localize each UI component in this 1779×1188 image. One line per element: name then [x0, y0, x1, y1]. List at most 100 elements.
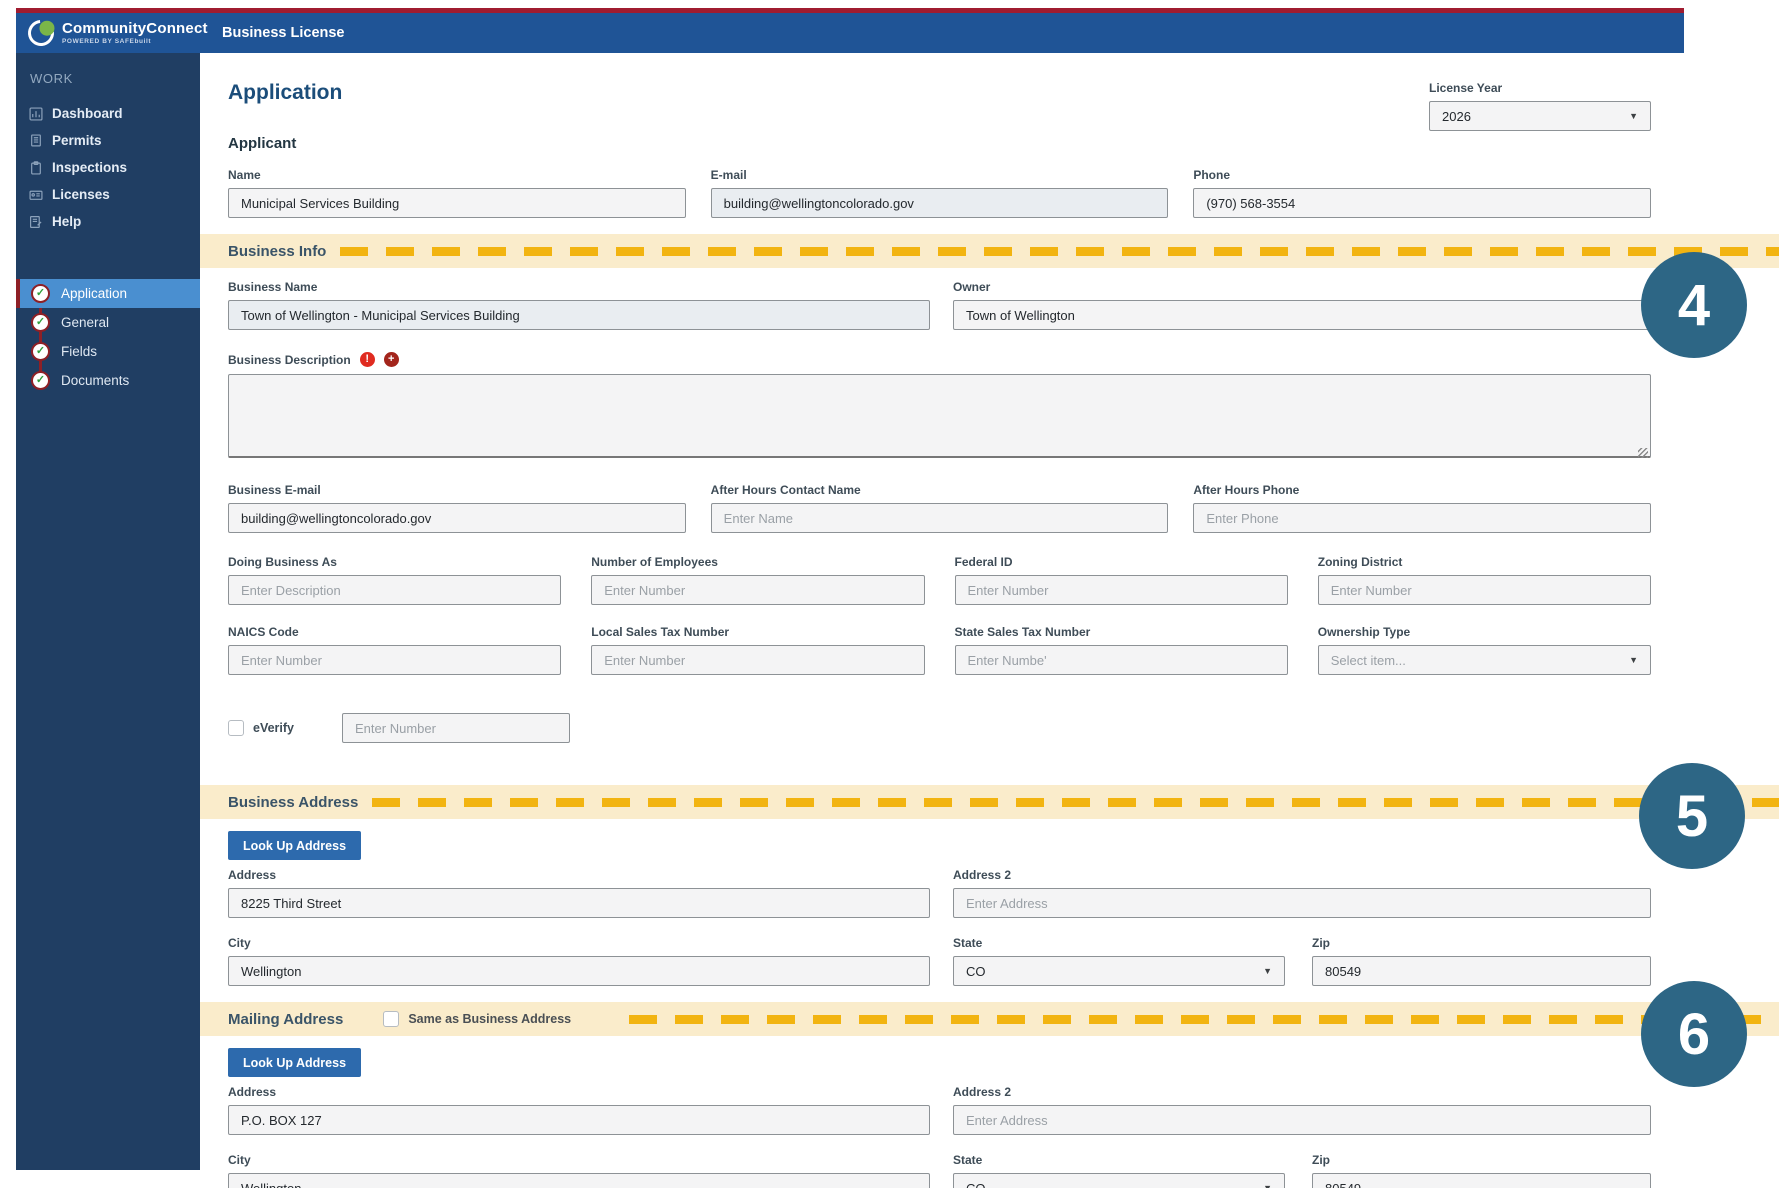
- local-sales-tax-number-input[interactable]: [591, 645, 925, 675]
- business-state-value: CO: [966, 963, 986, 979]
- mailing-zip-input[interactable]: [1312, 1173, 1651, 1188]
- sidebar-item-inspections[interactable]: Inspections: [16, 154, 200, 181]
- business-description-label: Business Description: [228, 352, 351, 367]
- step-documents[interactable]: ✓ Documents: [16, 366, 200, 395]
- sidebar-item-help[interactable]: Help: [16, 208, 200, 235]
- active-step-marker: [16, 279, 20, 308]
- sidebar-item-label: Help: [52, 214, 82, 229]
- ownership-type-select[interactable]: Select item... ▼: [1317, 645, 1651, 675]
- brand-name: CommunityConnect: [62, 19, 208, 37]
- number-of-employees-label: Number of Employees: [591, 555, 718, 569]
- applicant-name-label: Name: [228, 168, 261, 182]
- business-city-label: City: [228, 936, 251, 950]
- applicant-email-label: E-mail: [710, 168, 747, 182]
- licenses-icon: [28, 187, 43, 202]
- business-state-select[interactable]: CO ▼: [953, 956, 1285, 986]
- mailing-address-label: Address: [228, 1085, 277, 1099]
- sidebar-item-label: Dashboard: [52, 106, 123, 121]
- sidebar-menu: Dashboard Permits Inspections Licenses: [16, 100, 200, 235]
- after-hours-phone-input[interactable]: [1193, 503, 1652, 533]
- business-address2-label: Address 2: [953, 868, 1012, 882]
- ownership-type-value: Select item...: [1330, 652, 1406, 668]
- license-year-block: License Year 2026 ▼: [1429, 81, 1651, 131]
- step-check-icon: ✓: [31, 284, 50, 303]
- business-name-input[interactable]: [228, 300, 930, 330]
- business-email-label: Business E-mail: [228, 483, 321, 497]
- annotation-badge-6: 6: [1641, 981, 1747, 1087]
- business-description-textarea[interactable]: [228, 374, 1651, 458]
- app-header: CommunityConnect POWERED BY SAFEbuilt Bu…: [16, 13, 1684, 53]
- owner-input[interactable]: [953, 300, 1651, 330]
- step-general[interactable]: ✓ General: [16, 308, 200, 337]
- add-description-icon[interactable]: +: [383, 352, 399, 367]
- license-year-value: 2026: [1442, 108, 1471, 124]
- license-year-select[interactable]: 2026 ▼: [1429, 101, 1651, 131]
- resize-handle[interactable]: [1638, 448, 1648, 458]
- mailing-city-input[interactable]: [228, 1173, 930, 1188]
- mailing-address-input[interactable]: [228, 1105, 930, 1135]
- business-address-input[interactable]: [228, 888, 930, 918]
- federal-id-label: Federal ID: [954, 555, 1013, 569]
- owner-label: Owner: [953, 280, 991, 294]
- required-alert-icon: !: [359, 352, 375, 367]
- state-sales-tax-number-label: State Sales Tax Number: [954, 625, 1091, 639]
- step-label: Documents: [61, 373, 130, 388]
- mailing-state-select[interactable]: CO ▼: [953, 1173, 1285, 1188]
- mailing-city-label: City: [228, 1153, 251, 1167]
- number-of-employees-input[interactable]: [591, 575, 925, 605]
- after-hours-contact-name-label: After Hours Contact Name: [710, 483, 861, 497]
- section-dashed-divider: [629, 1014, 1779, 1024]
- applicant-email-input[interactable]: [710, 188, 1169, 218]
- federal-id-input[interactable]: [954, 575, 1288, 605]
- everify-number-input[interactable]: [342, 713, 571, 743]
- sidebar-item-dashboard[interactable]: Dashboard: [16, 100, 200, 127]
- state-sales-tax-number-input[interactable]: [954, 645, 1288, 675]
- sidebar-item-label: Licenses: [52, 187, 110, 202]
- zoning-district-label: Zoning District: [1317, 555, 1403, 569]
- after-hours-contact-name-input[interactable]: [710, 503, 1169, 533]
- stepper-connector-line: [39, 293, 42, 381]
- mailing-address2-input[interactable]: [953, 1105, 1651, 1135]
- business-address2-input[interactable]: [953, 888, 1651, 918]
- naics-code-input[interactable]: [228, 645, 562, 675]
- mailing-zip-label: Zip: [1312, 1153, 1330, 1167]
- applicant-phone-input[interactable]: [1193, 188, 1652, 218]
- sidebar: WORK Dashboard Permits Inspections: [16, 53, 200, 1170]
- page-title: Application: [228, 81, 343, 104]
- section-dashed-divider: [372, 797, 1779, 807]
- dashboard-icon: [28, 106, 43, 121]
- step-fields[interactable]: ✓ Fields: [16, 337, 200, 366]
- top-accent-stripe: [16, 8, 1684, 13]
- step-check-icon: ✓: [31, 313, 50, 332]
- brand-subtitle: POWERED BY SAFEbuilt: [62, 37, 152, 45]
- mailing-address2-label: Address 2: [953, 1085, 1012, 1099]
- doing-business-as-input[interactable]: [228, 575, 562, 605]
- business-address-label: Address: [228, 868, 277, 882]
- brand-logo[interactable]: CommunityConnect POWERED BY SAFEbuilt: [22, 14, 208, 52]
- business-address-lookup-button[interactable]: Look Up Address: [228, 831, 362, 860]
- applicant-name-input[interactable]: [228, 188, 686, 218]
- applicant-phone-label: Phone: [1193, 168, 1231, 182]
- business-email-input[interactable]: [228, 503, 686, 533]
- sidebar-section-label: WORK: [30, 71, 73, 86]
- step-label: General: [61, 315, 110, 330]
- step-application[interactable]: ✓ Application: [16, 279, 200, 308]
- sidebar-item-permits[interactable]: Permits: [16, 127, 200, 154]
- help-icon: [28, 214, 43, 229]
- chevron-down-icon: ▼: [1629, 655, 1638, 665]
- applicant-heading: Applicant: [228, 135, 297, 152]
- sidebar-item-licenses[interactable]: Licenses: [16, 181, 200, 208]
- everify-label: eVerify: [253, 721, 295, 735]
- zoning-district-input[interactable]: [1317, 575, 1651, 605]
- mailing-address-lookup-button[interactable]: Look Up Address: [228, 1048, 362, 1077]
- business-zip-input[interactable]: [1312, 956, 1651, 986]
- doing-business-as-label: Doing Business As: [228, 555, 337, 569]
- same-as-business-address-label: Same as Business Address: [408, 1012, 572, 1026]
- step-label: Fields: [61, 344, 98, 359]
- chevron-down-icon: ▼: [1263, 966, 1272, 976]
- sidebar-item-label: Inspections: [52, 160, 128, 175]
- business-city-input[interactable]: [228, 956, 930, 986]
- everify-checkbox[interactable]: [228, 720, 244, 736]
- inspections-icon: [28, 160, 43, 175]
- same-as-business-address-checkbox[interactable]: [383, 1011, 400, 1027]
